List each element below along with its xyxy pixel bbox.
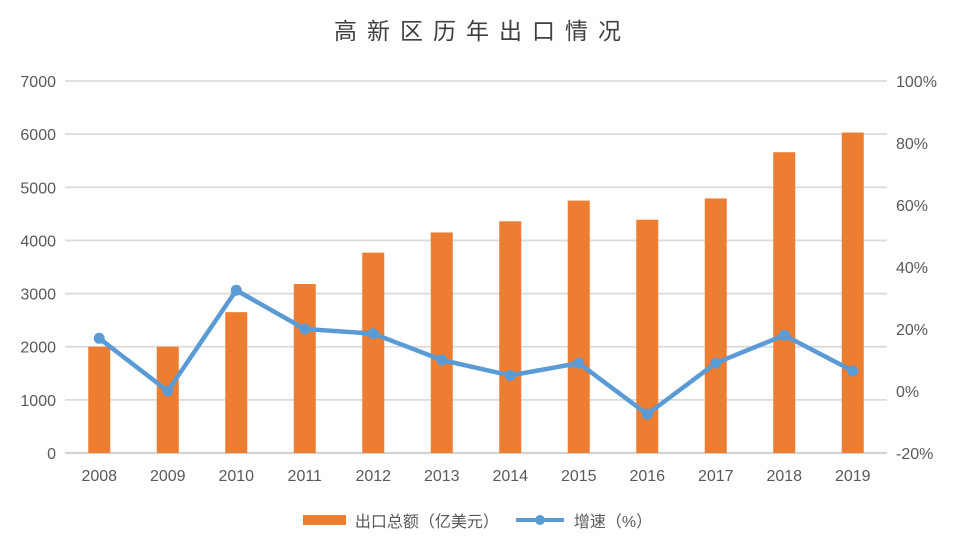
y-axis-left-tick-label: 5000 <box>20 180 56 197</box>
y-axis-left-tick-label: 1000 <box>20 393 56 410</box>
x-axis-tick-label: 2013 <box>424 468 460 485</box>
x-axis-tick-label: 2011 <box>288 468 323 485</box>
y-axis-right-tick-label: 60% <box>896 198 928 215</box>
growth-line-marker-2011 <box>299 323 311 335</box>
legend-item-export-total: 出口总额（亿美元） <box>302 508 499 532</box>
legend-item-growth-rate: 增速（%） <box>515 508 652 532</box>
y-axis-right-tick-label: -20% <box>896 446 933 463</box>
growth-line-marker-2012 <box>367 328 379 340</box>
x-axis-tick-label: 2019 <box>835 468 871 485</box>
growth-line-marker-2010 <box>230 284 242 296</box>
bar-2016 <box>636 219 659 453</box>
x-axis-tick-label: 2010 <box>218 468 254 485</box>
x-axis-tick-label: 2016 <box>629 468 665 485</box>
x-axis-tick-label: 2014 <box>492 468 528 485</box>
y-axis-left-tick-label: 3000 <box>20 287 56 304</box>
bar-series-swatch-icon <box>302 515 346 525</box>
y-axis-left-tick-label: 2000 <box>20 340 56 357</box>
bar-2011 <box>293 284 316 453</box>
x-axis-tick-label: 2015 <box>561 468 597 485</box>
y-axis-left-tick-label: 4000 <box>20 233 56 250</box>
x-axis-tick-label: 2012 <box>355 468 391 485</box>
bar-2009 <box>156 346 179 453</box>
y-axis-right-tick-label: 100% <box>896 74 937 91</box>
y-axis-right-tick-label: 20% <box>896 322 928 339</box>
growth-line-marker-2017 <box>710 357 722 369</box>
bar-2019 <box>841 132 864 453</box>
y-axis-right-tick-label: 80% <box>896 136 928 153</box>
bar-2012 <box>362 252 385 453</box>
legend-label-growth-rate: 增速（%） <box>573 514 653 531</box>
y-axis-right-tick-label: 0% <box>896 384 919 401</box>
x-axis-tick-label: 2008 <box>81 468 117 485</box>
growth-line-marker-2013 <box>436 354 448 366</box>
bar-2014 <box>499 221 522 453</box>
bar-2015 <box>567 200 590 453</box>
bar-2018 <box>773 152 796 453</box>
y-axis-left-tick-label: 6000 <box>20 127 56 144</box>
growth-line-marker-2014 <box>504 370 516 381</box>
x-axis-tick-label: 2017 <box>698 468 734 485</box>
growth-line-marker-2008 <box>93 332 105 344</box>
y-axis-left-tick-label: 7000 <box>20 74 56 91</box>
bar-2010 <box>225 312 248 453</box>
x-axis-tick-label: 2018 <box>766 468 802 485</box>
x-axis-tick-label: 2009 <box>150 468 186 485</box>
bar-2013 <box>430 232 453 453</box>
bar-2017 <box>704 198 727 453</box>
bar-2008 <box>88 346 111 453</box>
y-axis-left-tick-label: 0 <box>47 446 56 463</box>
line-series-swatch-icon <box>515 515 564 525</box>
growth-line <box>97 288 855 417</box>
growth-line-marker-2019 <box>847 365 859 377</box>
legend-label-export-total: 出口总额（亿美元） <box>354 514 499 531</box>
growth-line-marker-2009 <box>162 385 174 397</box>
y-axis-right-tick-label: 40% <box>896 260 928 277</box>
legend: 出口总额（亿美元） 增速（%） <box>0 508 955 532</box>
growth-line-marker-2015 <box>573 357 585 369</box>
growth-line-marker-2016 <box>641 408 653 420</box>
chart-title: 高新区历年出口情况 <box>334 19 631 45</box>
growth-line-marker-2018 <box>778 329 790 341</box>
